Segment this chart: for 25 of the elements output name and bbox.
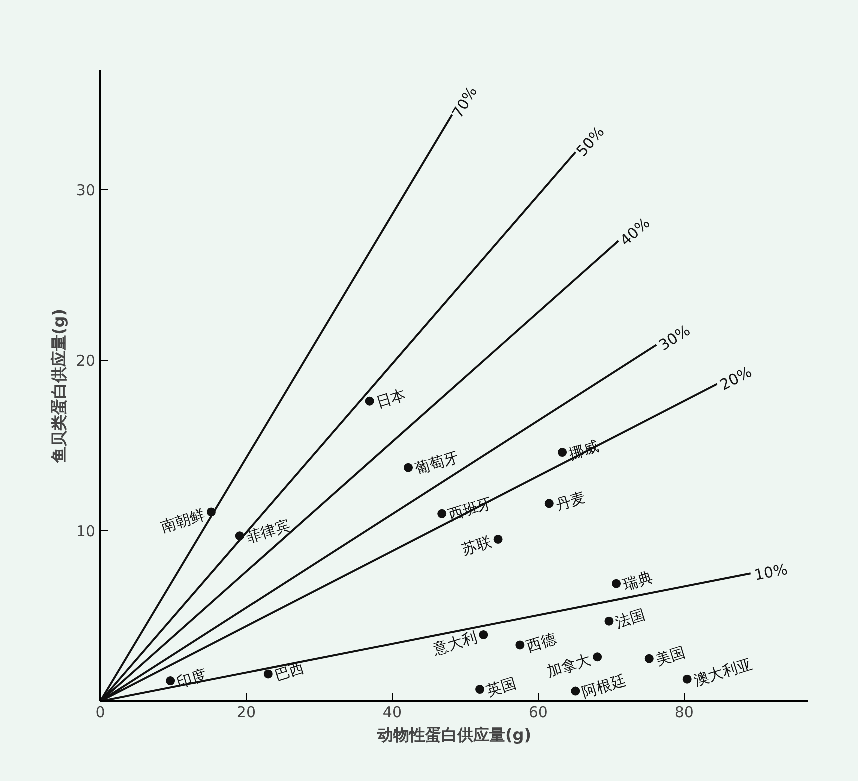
annotation: 英国 xyxy=(484,674,518,700)
annotation: 苏联 xyxy=(460,532,494,559)
annotation: 葡萄牙 xyxy=(412,448,462,478)
y-tick-label: 20 xyxy=(76,352,96,370)
text: 30% xyxy=(656,322,694,355)
text: 10% xyxy=(753,560,790,584)
y-axis-title: 鱼贝类蛋白供应量(g) xyxy=(49,308,68,464)
y-tick-label: 10 xyxy=(76,522,96,540)
x-axis-title: 动物性蛋白供应量(g) xyxy=(376,726,532,744)
x-tick-label: 80 xyxy=(674,704,694,722)
annotation: 丹麦 xyxy=(554,488,588,514)
annotation: 意大利 xyxy=(430,628,480,660)
x-tick-label: 60 xyxy=(528,704,548,722)
annotation: 法国 xyxy=(614,606,648,632)
annotation: 菲律宾 xyxy=(244,516,293,547)
annotation: 澳大利亚 xyxy=(692,655,754,690)
annotation: 南朝鲜 xyxy=(158,506,208,536)
y-tick-label: 30 xyxy=(76,181,96,200)
text: 20% xyxy=(717,363,756,394)
x-tick-label: 0 xyxy=(96,704,106,722)
x-tick-label: 20 xyxy=(236,704,256,722)
x-tick-label: 40 xyxy=(382,704,402,722)
annotation: 日本 xyxy=(374,386,408,412)
annotation: 美国 xyxy=(654,643,688,670)
annotation: 瑞典 xyxy=(620,568,655,594)
